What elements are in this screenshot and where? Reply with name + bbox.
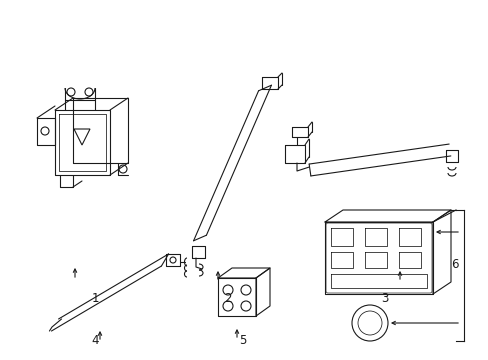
Text: 1: 1 (91, 292, 99, 305)
Text: 4: 4 (91, 333, 99, 346)
Text: 3: 3 (381, 292, 388, 305)
Text: 2: 2 (224, 292, 231, 305)
Text: 6: 6 (450, 258, 458, 271)
Text: 5: 5 (239, 333, 246, 346)
